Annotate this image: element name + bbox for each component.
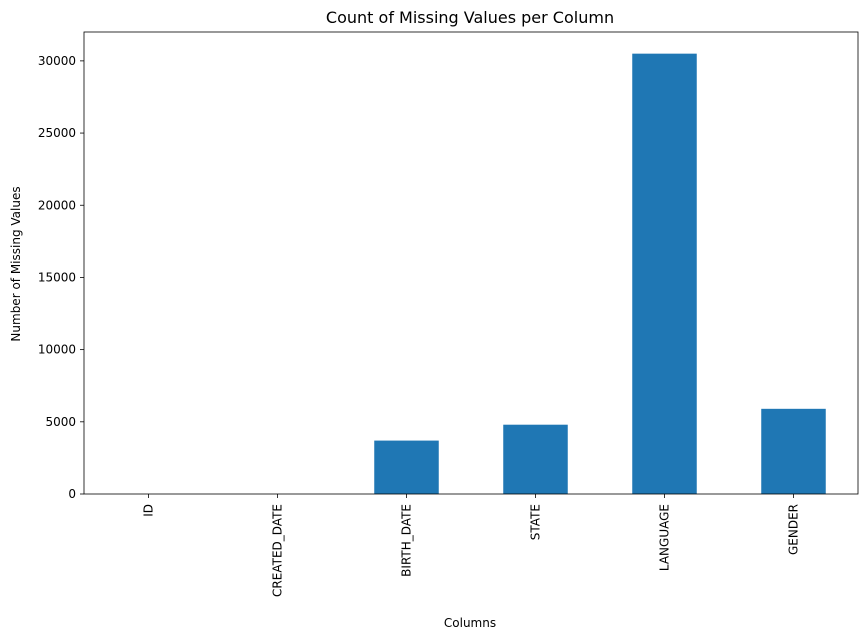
x-tick-label: STATE: [529, 504, 543, 540]
bar-gender: [761, 408, 826, 494]
x-tick-label: GENDER: [787, 504, 801, 555]
x-axis-label: Columns: [444, 616, 496, 630]
bar-language: [632, 53, 697, 494]
y-tick-label: 0: [68, 487, 76, 501]
y-tick-label: 30000: [38, 54, 76, 68]
y-tick-label: 20000: [38, 198, 76, 212]
plot-frame: [83, 31, 859, 495]
y-tick-label: 15000: [38, 270, 76, 284]
y-tick-label: 25000: [38, 126, 76, 140]
bar-state: [503, 424, 568, 494]
x-tick-label: CREATED_DATE: [271, 504, 285, 597]
plot-area: ID CREATED_DATE BIRTH_DATE STATE LANGUAGE GEN…: [38, 31, 859, 597]
y-tick-label: 5000: [45, 415, 76, 429]
y-tick-label: 10000: [38, 343, 76, 357]
x-tick-label: ID: [142, 504, 156, 517]
x-tick-label: BIRTH_DATE: [400, 504, 414, 577]
y-axis-label: Number of Missing Values: [9, 186, 23, 341]
bar-birth-date: [374, 440, 439, 494]
chart-title: Count of Missing Values per Column: [326, 8, 614, 27]
x-tick-label: LANGUAGE: [658, 504, 672, 571]
